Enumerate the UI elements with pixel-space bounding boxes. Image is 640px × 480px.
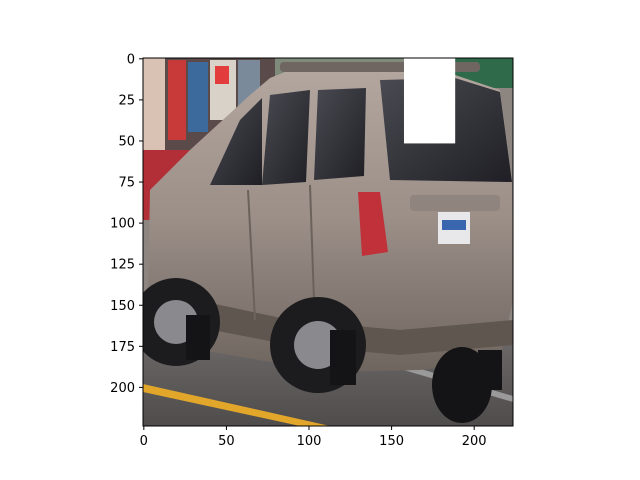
x-tick-label: 200 xyxy=(462,434,487,449)
y-tick-label: 100 xyxy=(110,217,135,232)
axes-frame xyxy=(142,57,514,427)
y-tick-label: 0 xyxy=(127,52,135,67)
x-tick-label: 50 xyxy=(218,434,235,449)
y-axis: 0 25 50 75 100 125 150 175 200 xyxy=(110,52,143,396)
y-tick-label: 125 xyxy=(110,258,135,273)
x-axis: 0 50 100 150 200 xyxy=(140,426,487,449)
x-tick-label: 150 xyxy=(379,434,404,449)
x-tick-label: 100 xyxy=(297,434,322,449)
x-tick-label: 0 xyxy=(140,434,148,449)
y-tick-label: 50 xyxy=(118,134,135,149)
occlusion-patch xyxy=(403,58,456,144)
y-tick-label: 150 xyxy=(110,299,135,314)
y-tick-label: 75 xyxy=(118,176,135,191)
y-tick-label: 175 xyxy=(110,340,135,355)
photo-suv xyxy=(143,58,513,426)
y-tick-label: 25 xyxy=(118,93,135,108)
y-tick-label: 200 xyxy=(110,381,135,396)
